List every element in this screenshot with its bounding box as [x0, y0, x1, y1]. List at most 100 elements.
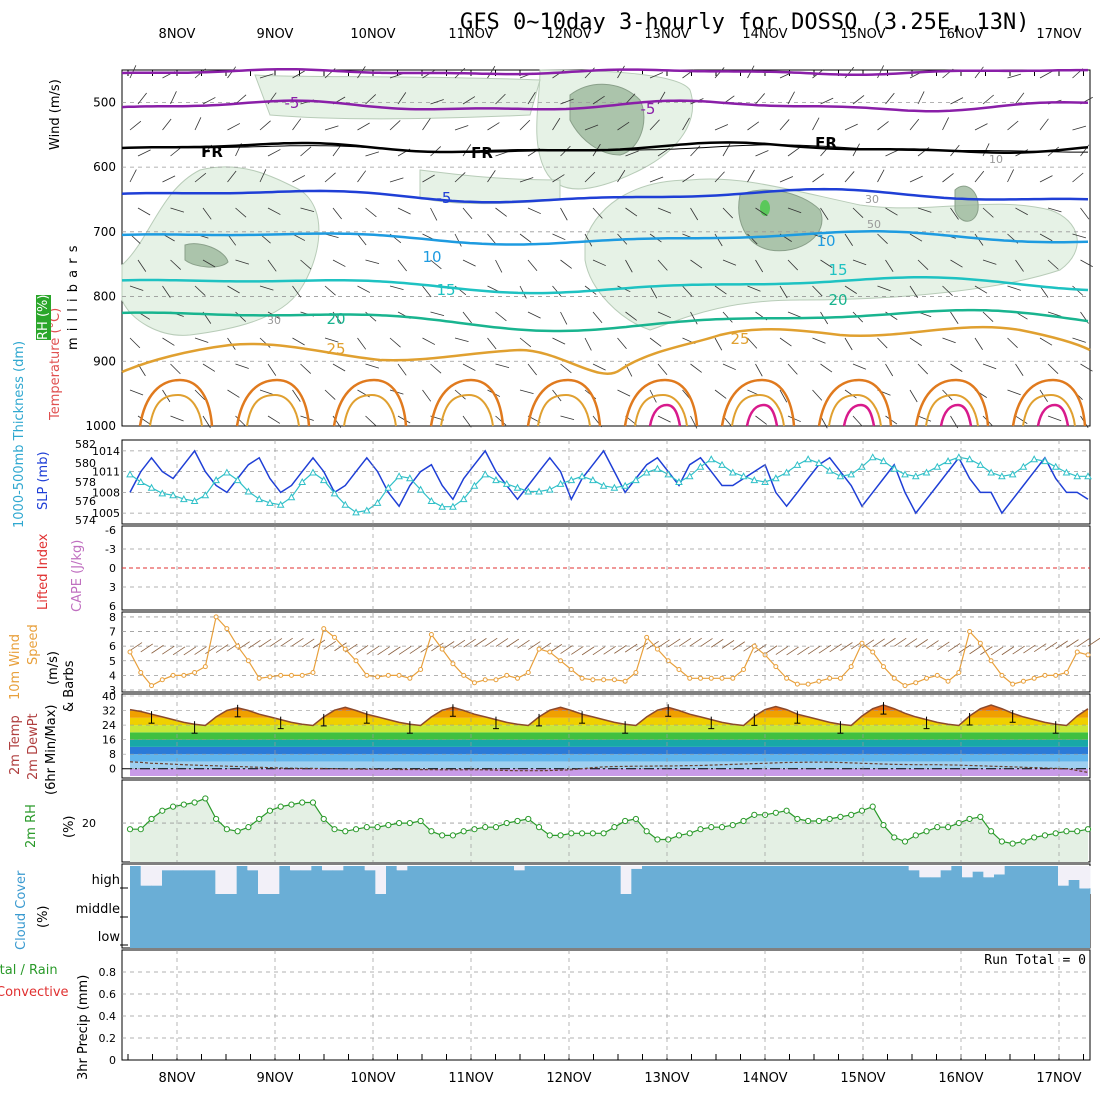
cloud-high-bar	[460, 866, 472, 894]
wind-barb	[267, 415, 281, 424]
wind10m-speed-point	[934, 672, 940, 678]
wind-barb	[519, 233, 532, 243]
slp-series-line	[129, 449, 1089, 515]
wind-barb	[852, 415, 863, 427]
thickness-point	[395, 472, 403, 480]
surface-isotherm-bump	[332, 378, 408, 427]
wind-barb	[1047, 415, 1062, 422]
rh2m-point	[858, 807, 866, 814]
y-tick-label-thickness: 582	[75, 438, 96, 451]
wind10m-barb	[431, 642, 444, 652]
wind-barb	[389, 285, 404, 291]
y-tick-label-temp: 8	[109, 748, 116, 761]
surface-isotherm-bump-inner	[731, 393, 785, 427]
wind-barb	[487, 122, 500, 131]
wind10m-barb	[291, 638, 304, 647]
thickness-point	[599, 481, 608, 489]
wind-barb	[162, 285, 171, 298]
temp2m-line	[129, 704, 1089, 727]
cloud-clear-bar	[940, 866, 952, 871]
y-tick-label-lifted-index: 3	[109, 581, 116, 594]
thickness-point	[954, 453, 963, 461]
temp-color-band	[130, 725, 1088, 733]
x-tick-label-top: 12NOV	[546, 27, 591, 42]
wind-barb	[682, 173, 695, 183]
rh2m-point	[169, 803, 177, 810]
wind10m-speed-point	[676, 667, 682, 673]
wind10m-speed-point	[967, 629, 973, 635]
contour-label: 15	[436, 281, 455, 299]
wind10m-speed-point	[977, 640, 983, 646]
wind10m-barb	[506, 638, 519, 648]
x-tick-label-bottom: 8NOV	[159, 1071, 196, 1086]
x-tick-label-bottom: 11NOV	[448, 1071, 493, 1086]
wind10m-speed-point	[332, 634, 338, 640]
rh2m-point	[320, 815, 327, 823]
wind-barb	[1039, 233, 1053, 242]
wind-barb	[982, 94, 994, 105]
wind-barb	[779, 119, 790, 131]
wind-barb	[560, 98, 574, 105]
wind-barb	[657, 311, 671, 319]
thickness-point	[922, 468, 931, 476]
wind-barb	[917, 259, 929, 271]
wind-barb	[1047, 311, 1062, 317]
wind-barb	[1015, 259, 1024, 272]
cloud-high-bar	[535, 866, 547, 894]
isotherm-contour	[121, 308, 1089, 333]
cloud-clear-bar	[919, 866, 931, 878]
thickness-point	[1062, 468, 1071, 476]
cloud-high-bar	[898, 866, 910, 894]
wind10m-barb	[1066, 639, 1079, 648]
thickness-point	[179, 495, 188, 503]
rh2m-point	[331, 826, 338, 833]
surface-isotherm-bump	[623, 378, 699, 427]
wind-barb	[942, 117, 949, 131]
wind-barb	[690, 207, 699, 221]
wind-barb	[227, 123, 241, 131]
wind-barb	[454, 389, 466, 400]
rh2m-point	[772, 809, 779, 816]
wind10m-barb	[754, 644, 767, 653]
wind10m-speed-point	[482, 677, 488, 683]
wind10m-speed-point	[407, 675, 413, 681]
x-tick-label-top: 15NOV	[840, 27, 885, 42]
wind-barb	[909, 233, 923, 242]
cloud-clear-bar	[183, 866, 195, 871]
wind-barb	[852, 207, 864, 219]
rh2m-point	[783, 807, 790, 814]
wind10m-speed-point	[288, 672, 294, 678]
wind10m-speed-point	[891, 675, 897, 681]
wind-barb	[162, 337, 175, 346]
wind10m-barb	[732, 641, 746, 651]
wind-barb	[1015, 415, 1028, 424]
rh2m-point	[955, 819, 962, 827]
wind-barb	[454, 337, 469, 343]
thickness-point	[147, 483, 156, 491]
thickness-point	[804, 455, 812, 463]
wind10m-speed-point	[375, 674, 381, 680]
wind10m-barb	[377, 646, 390, 656]
y-tick-label-wind10m: 3	[109, 684, 116, 697]
thickness-point	[362, 506, 371, 514]
cloud-clear-bar	[226, 866, 238, 894]
wind-barb	[292, 389, 301, 402]
wind-barb	[690, 259, 703, 269]
precip-run-total: Run Total = 0	[984, 953, 1086, 968]
wind10m-barb	[172, 646, 186, 656]
wind-barb	[357, 170, 367, 183]
isotherm-contour	[121, 67, 1088, 77]
wind10m-barb	[990, 646, 1004, 656]
wind10m-speed-point	[127, 649, 133, 655]
wind-barb	[267, 207, 281, 215]
wind-barb	[129, 285, 144, 291]
wind10m-speed-point	[870, 649, 876, 655]
surface-isotherm-hot	[648, 403, 682, 427]
wind-barb	[844, 285, 857, 294]
precip-total-label: Total / Rain	[0, 963, 58, 978]
isotherm-contour	[121, 99, 1089, 113]
thickness-point	[728, 468, 737, 476]
wind-barb	[787, 91, 795, 105]
wind-barb	[649, 337, 662, 347]
wind-barb	[649, 72, 664, 79]
